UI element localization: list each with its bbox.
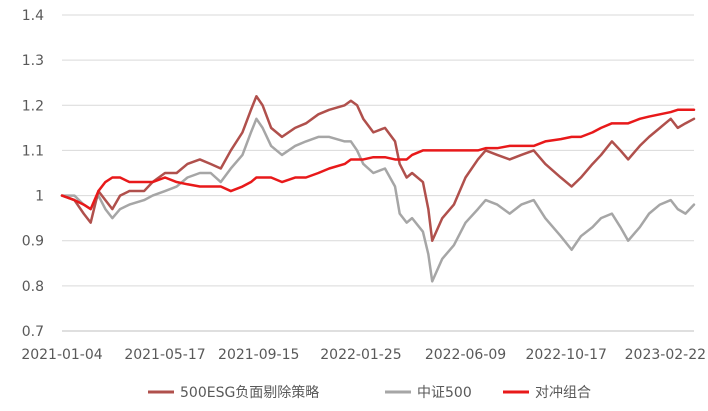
x-tick-label: 2021-09-15 — [218, 347, 299, 363]
legend: 500ESG负面剔除策略 中证500 对冲组合 — [148, 384, 591, 401]
x-tick-label: 2022-01-25 — [320, 347, 401, 363]
x-tick-label: 2022-10-17 — [526, 347, 607, 363]
x-tick-label: 2022-06-09 — [425, 347, 506, 363]
y-tick-label: 0.8 — [22, 279, 44, 295]
y-tick-label: 1.4 — [22, 8, 44, 24]
axes: 0.7 0.8 0.9 1 1.1 1.2 1.3 1.4 2021-01-04 2021-05-… — [21, 8, 706, 363]
legend-label: 中证500 — [417, 385, 472, 401]
series-line-1 — [60, 117, 696, 283]
x-tick-label: 2023-02-22 — [625, 347, 706, 363]
legend-label: 500ESG负面剔除策略 — [180, 384, 319, 401]
y-tick-label: 0.9 — [22, 234, 44, 250]
y-tick-label: 1.1 — [22, 143, 44, 159]
series-lines — [60, 95, 696, 283]
series-line-0 — [60, 95, 696, 242]
y-tick-label: 1 — [35, 189, 44, 205]
series-line-2 — [60, 108, 696, 211]
y-tick-label: 1.3 — [22, 53, 44, 69]
x-tick-label: 2021-05-17 — [124, 347, 205, 363]
y-tick-label: 1.2 — [22, 98, 44, 114]
y-tick-label: 0.7 — [22, 324, 44, 340]
x-tick-label: 2021-01-04 — [21, 347, 102, 363]
legend-label: 对冲组合 — [535, 385, 591, 401]
gridlines — [62, 14, 694, 332]
